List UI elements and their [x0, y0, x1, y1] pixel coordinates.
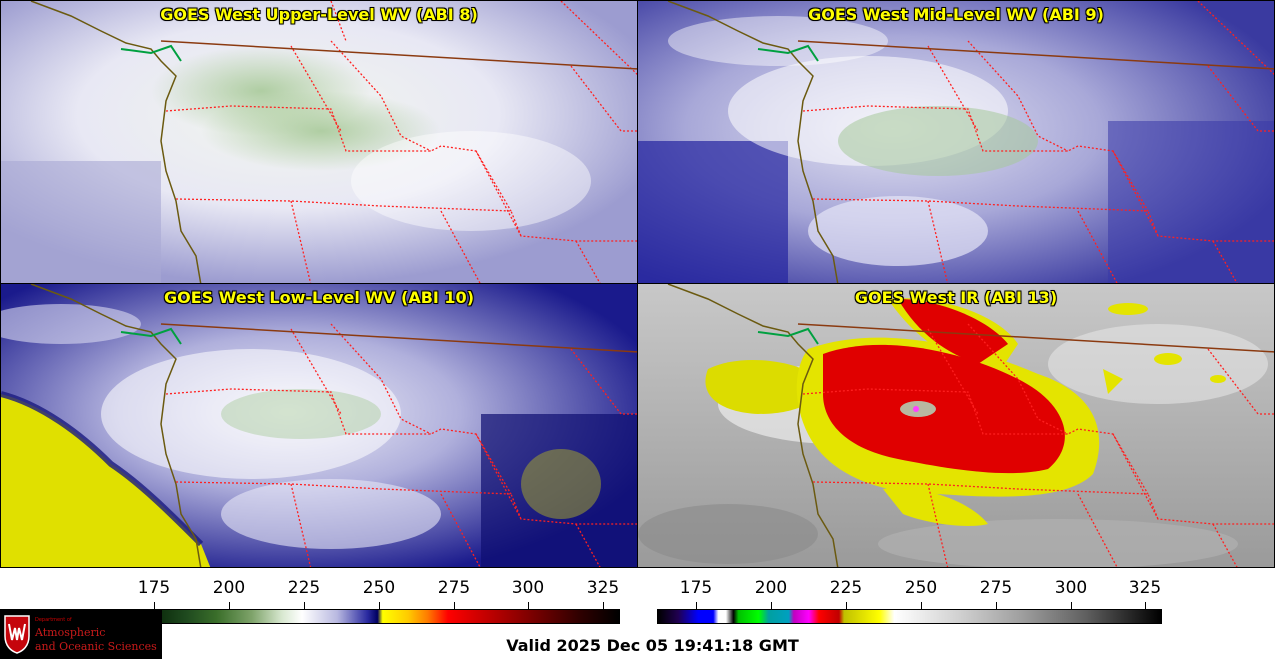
tick-mark — [996, 602, 997, 609]
left-colorbar-tick: 175 — [137, 578, 171, 598]
panel-title: GOES West Low-Level WV (ABI 10) — [163, 288, 474, 307]
ir-colorbar — [657, 609, 1162, 624]
left-colorbar-area: 175 200 225 250 275 300 325 — [0, 568, 637, 628]
panel-upper-level-wv: GOES West Upper-Level WV (ABI 8) — [0, 0, 638, 284]
tick-mark — [1071, 602, 1072, 609]
left-colorbar-tick: 300 — [511, 578, 545, 598]
logo-dept-text: Department of — [35, 617, 72, 623]
right-colorbar-tick: 300 — [1054, 578, 1088, 598]
right-colorbar-tick: 275 — [979, 578, 1013, 598]
right-colorbar-area: 175 200 225 250 275 300 325 — [0, 568, 1275, 628]
valid-time: Valid 2025 Dec 05 19:41:18 GMT — [506, 636, 799, 655]
right-colorbar-tick: 250 — [904, 578, 938, 598]
logo-line-2: and Oceanic Sciences — [35, 640, 157, 653]
right-colorbar-tick: 325 — [1128, 578, 1162, 598]
tick-mark — [154, 602, 155, 609]
tick-mark — [229, 602, 230, 609]
tick-mark — [846, 602, 847, 609]
low-level-wv-image — [1, 284, 637, 567]
tick-mark — [379, 602, 380, 609]
panel-ir: GOES West IR (ABI 13) — [637, 283, 1275, 568]
tick-mark — [696, 602, 697, 609]
tick-mark — [603, 602, 604, 609]
panel-low-level-wv: GOES West Low-Level WV (ABI 10) — [0, 283, 638, 568]
tick-mark — [1145, 602, 1146, 609]
tick-mark — [771, 602, 772, 609]
panel-mid-level-wv: GOES West Mid-Level WV (ABI 9) — [637, 0, 1275, 284]
left-colorbar-tick: 275 — [437, 578, 471, 598]
panel-title: GOES West Upper-Level WV (ABI 8) — [160, 5, 478, 24]
aos-logo: Department of Atmospheric and Oceanic Sc… — [0, 609, 162, 659]
tick-mark — [454, 602, 455, 609]
uw-crest-icon — [4, 615, 30, 654]
left-colorbar-tick: 200 — [212, 578, 246, 598]
right-colorbar-tick: 225 — [829, 578, 863, 598]
left-colorbar-tick: 250 — [362, 578, 396, 598]
left-colorbar-tick: 225 — [287, 578, 321, 598]
logo-line-1: Atmospheric — [35, 626, 106, 639]
panel-title: GOES West IR (ABI 13) — [854, 288, 1058, 307]
panel-title: GOES West Mid-Level WV (ABI 9) — [808, 5, 1104, 24]
left-colorbar-tick: 325 — [586, 578, 620, 598]
mid-level-wv-image — [638, 1, 1274, 283]
tick-mark — [528, 602, 529, 609]
ir-image — [638, 284, 1274, 567]
right-colorbar-tick: 175 — [679, 578, 713, 598]
right-colorbar-tick: 200 — [754, 578, 788, 598]
upper-level-wv-image — [1, 1, 637, 283]
tick-mark — [921, 602, 922, 609]
tick-mark — [304, 602, 305, 609]
